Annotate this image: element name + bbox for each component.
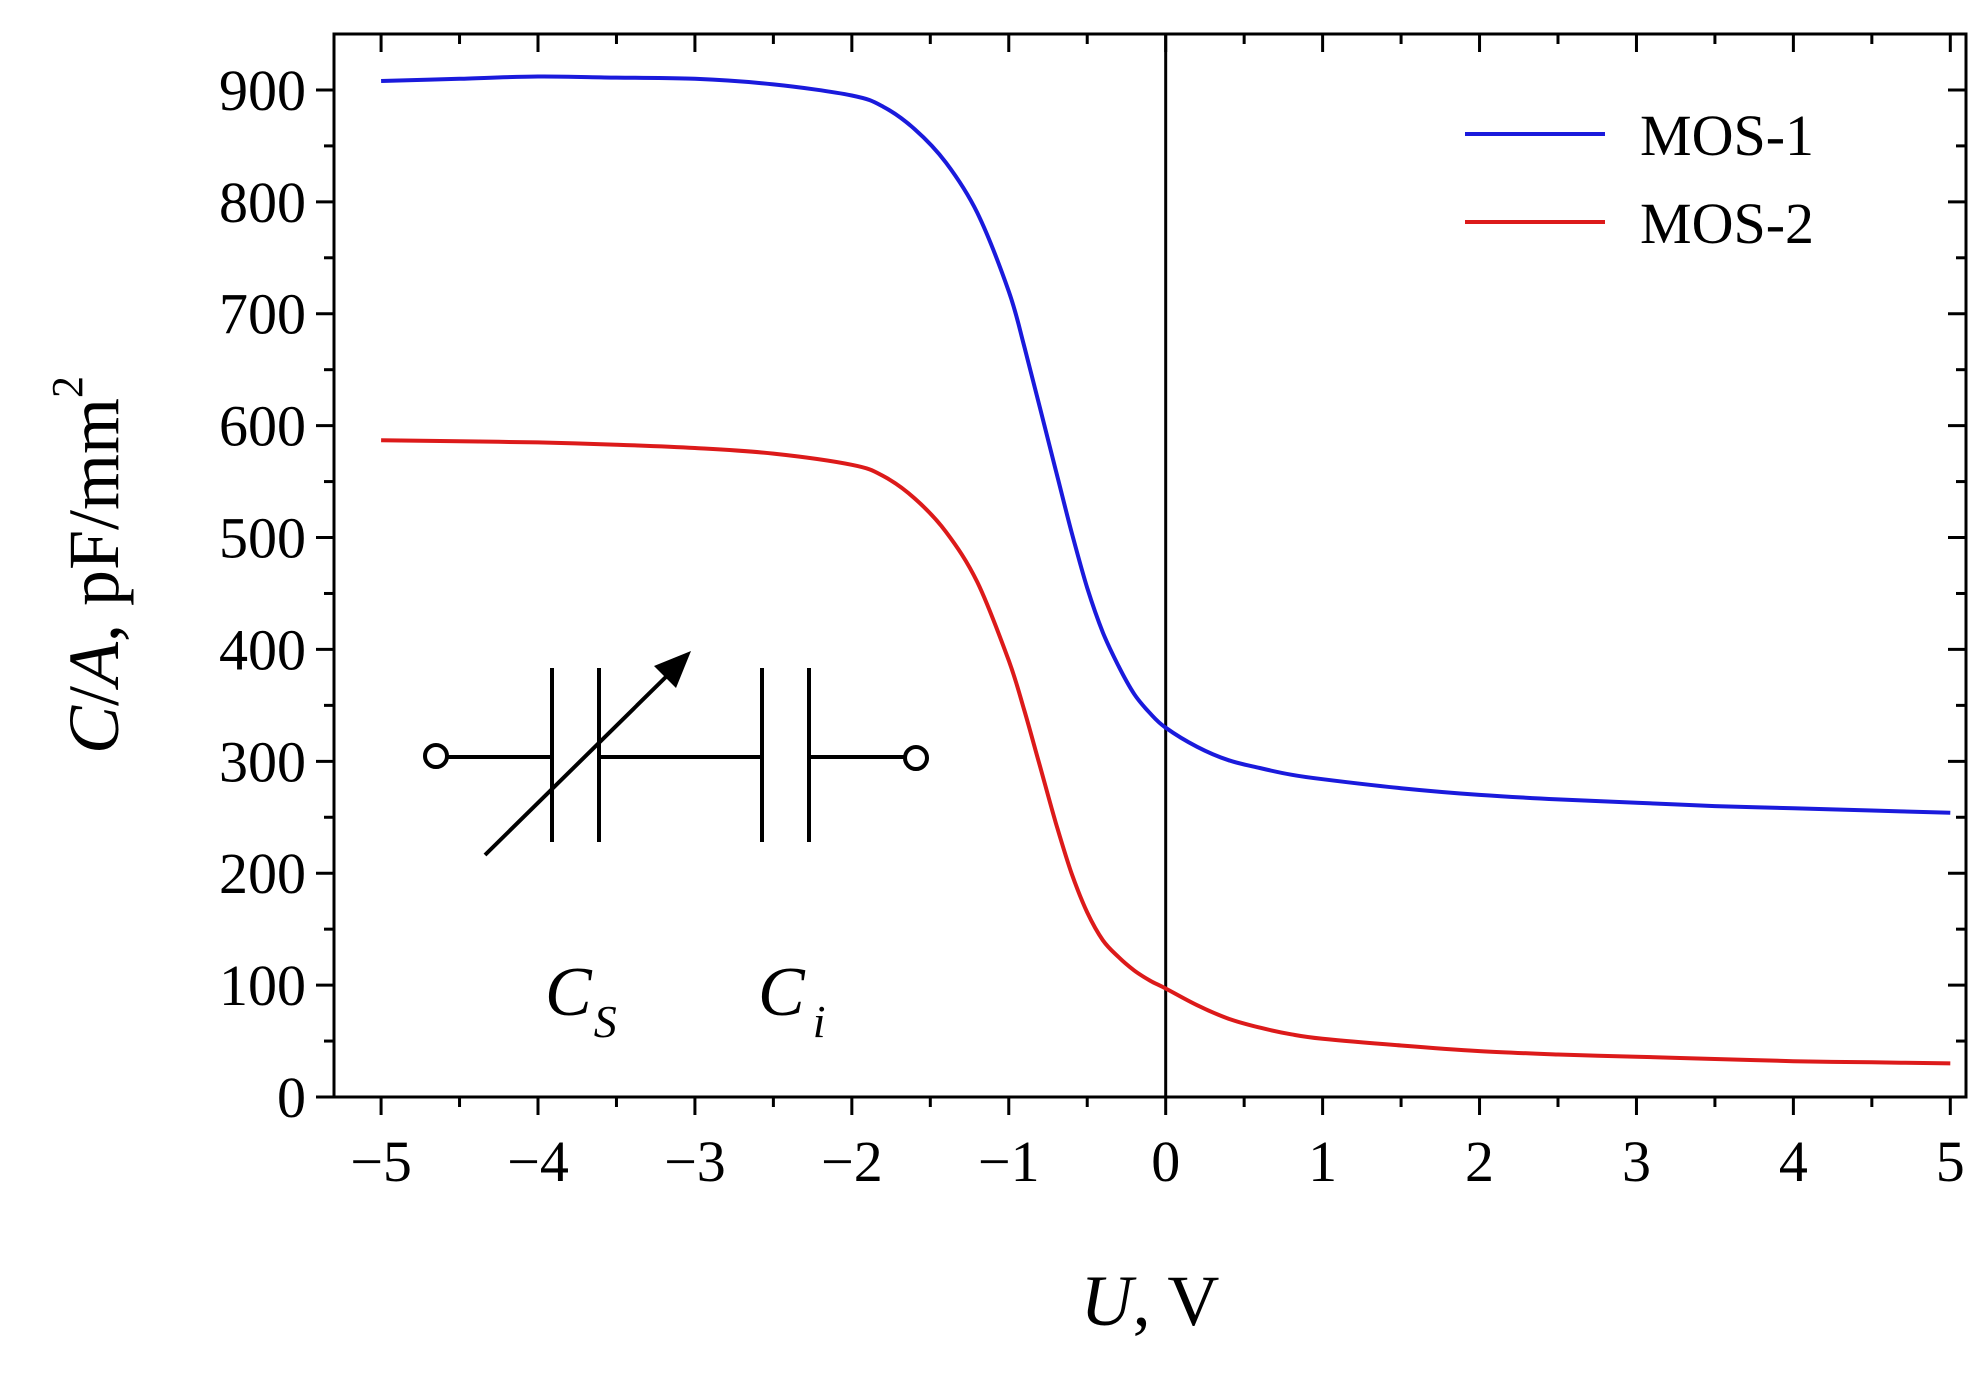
series-layer bbox=[381, 74, 1951, 1066]
legend: MOS-1 MOS-2 bbox=[1465, 103, 1814, 256]
cs-label: CS bbox=[545, 954, 617, 1047]
y-tick-label: 800 bbox=[219, 170, 306, 235]
y-axis-title: C/A, pF/mm2 bbox=[43, 376, 134, 754]
y-tick-label: 900 bbox=[219, 58, 306, 123]
x-tick-label: 3 bbox=[1622, 1129, 1651, 1194]
x-tick-label: 0 bbox=[1151, 1129, 1180, 1194]
y-tick-label: 100 bbox=[219, 953, 306, 1018]
series-line-mos-1 bbox=[381, 74, 1951, 815]
arrow-head-icon bbox=[654, 651, 691, 688]
x-tick-label: −1 bbox=[978, 1129, 1040, 1194]
y-tick-label: 500 bbox=[219, 506, 306, 571]
variable-arrow-shaft bbox=[483, 666, 677, 857]
inset-circuit bbox=[423, 651, 929, 857]
x-tick-label: −4 bbox=[507, 1129, 569, 1194]
legend-label-mos-1: MOS-1 bbox=[1640, 103, 1814, 168]
x-tick-label: −5 bbox=[350, 1129, 412, 1194]
y-tick-label: 700 bbox=[219, 282, 306, 347]
series-line-mos-2 bbox=[381, 438, 1951, 1066]
circuit-terminal-left bbox=[423, 743, 449, 769]
x-axis-title: U, V bbox=[1081, 1261, 1220, 1341]
y-tick-label: 200 bbox=[219, 841, 306, 906]
y-tick-label: 400 bbox=[219, 617, 306, 682]
x-tick-label: −3 bbox=[664, 1129, 726, 1194]
y-tick-label: 300 bbox=[219, 729, 306, 794]
x-tick-label: 5 bbox=[1936, 1129, 1965, 1194]
x-tick-label: 1 bbox=[1308, 1129, 1337, 1194]
x-tick-label: −2 bbox=[821, 1129, 883, 1194]
legend-label-mos-2: MOS-2 bbox=[1640, 191, 1814, 256]
plot-frame bbox=[332, 32, 1968, 1099]
circuit-terminal-right bbox=[903, 745, 929, 771]
x-tick-label: 4 bbox=[1779, 1129, 1808, 1194]
y-tick-label: 0 bbox=[277, 1065, 306, 1130]
x-tick-label: 2 bbox=[1465, 1129, 1494, 1194]
y-tick-label: 600 bbox=[219, 394, 306, 459]
axis-ticks: −5 −4 −3 −2 −1 0 1 2 3 4 5 0 100 200 300 400 500 600 700 80… bbox=[219, 34, 1966, 1194]
